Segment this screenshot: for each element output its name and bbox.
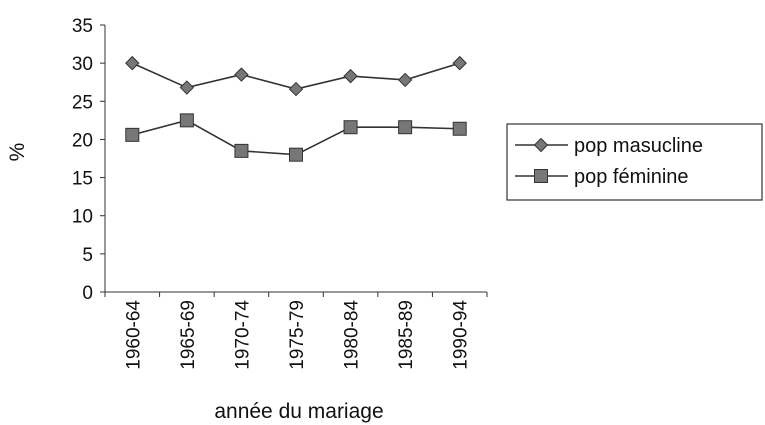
y-tick-label: 25 <box>72 92 93 113</box>
data-point <box>343 68 358 84</box>
y-tick-label: 15 <box>72 169 93 190</box>
y-tick-label: 5 <box>82 245 93 266</box>
y-tick-label: 20 <box>72 130 93 151</box>
y-tick-label: 10 <box>72 207 93 228</box>
legend-item: pop masucline <box>515 135 703 157</box>
x-tick-label: 1980-84 <box>342 300 363 370</box>
data-point <box>125 55 140 71</box>
data-point <box>452 55 467 71</box>
legend-label: pop féminine <box>574 166 689 188</box>
x-tick-label: 1970-74 <box>232 300 253 370</box>
legend-box <box>506 123 763 201</box>
data-point <box>398 120 413 135</box>
data-point <box>397 72 413 88</box>
x-tick-label: 1965-69 <box>178 300 199 370</box>
data-point <box>179 80 195 95</box>
data-point <box>452 121 467 136</box>
series-2 <box>125 113 467 162</box>
data-point <box>288 81 304 97</box>
legend-marker <box>533 137 549 153</box>
series-1 <box>125 55 467 97</box>
y-tick-label: 35 <box>72 16 93 37</box>
chart-series <box>125 55 467 162</box>
legend-item: pop féminine <box>515 166 689 188</box>
legend-marker <box>534 169 548 183</box>
x-tick-label: 1990-94 <box>451 300 472 370</box>
x-axis-title: année du mariage <box>214 400 383 423</box>
legend-label: pop masucline <box>574 135 703 157</box>
x-tick-label: 1960-64 <box>123 300 144 370</box>
chart-legend: pop masucline pop féminine <box>506 123 763 201</box>
chart-axes: 0 5 10 15 20 25 30 35 1960-64 1965-69 1970-74 1975-… <box>72 16 488 370</box>
x-tick-label: 1985-89 <box>396 300 417 370</box>
data-point <box>234 143 249 158</box>
data-point <box>125 127 140 142</box>
data-point <box>179 113 194 128</box>
y-tick-label: 30 <box>72 54 93 75</box>
data-point <box>343 120 358 135</box>
data-point <box>289 147 303 162</box>
x-tick-label: 1975-79 <box>287 300 308 370</box>
data-point <box>234 67 249 82</box>
y-axis-title: % <box>6 143 29 162</box>
y-tick-label: 0 <box>82 283 93 304</box>
